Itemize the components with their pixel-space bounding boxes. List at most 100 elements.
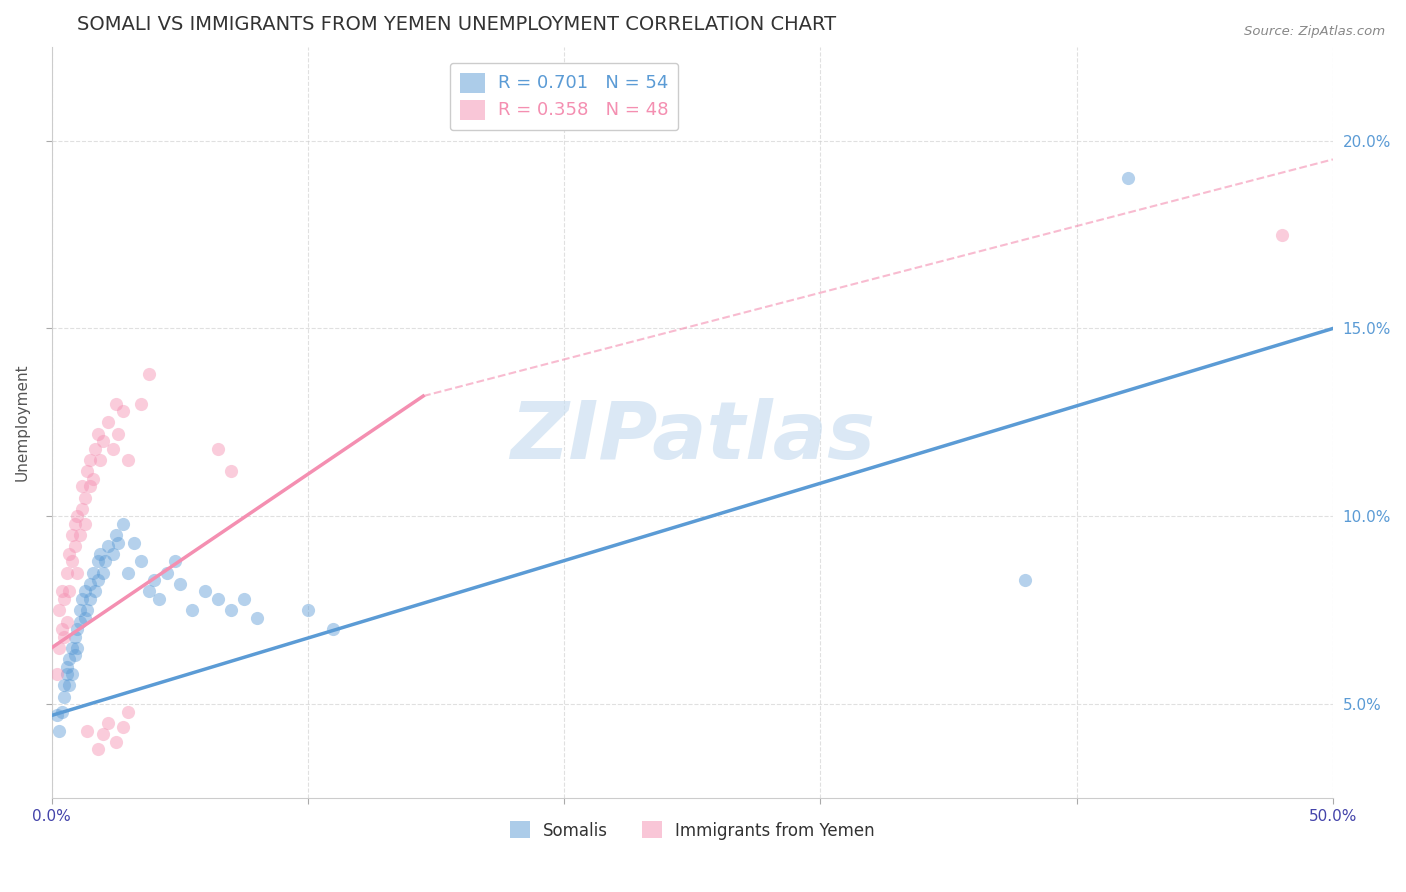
- Point: [53, 690, 76, 704]
- Point: [53, 592, 76, 607]
- Point: [101, 442, 124, 456]
- Point: [58, 652, 80, 666]
- Point: [129, 396, 152, 410]
- Point: [322, 622, 344, 636]
- Point: [1014, 573, 1036, 587]
- Point: [89, 453, 111, 467]
- Point: [97, 716, 120, 731]
- Point: [56, 566, 79, 580]
- Point: [91, 566, 114, 580]
- Point: [56, 659, 79, 673]
- Point: [53, 678, 76, 692]
- Point: [73, 516, 96, 531]
- Point: [53, 630, 76, 644]
- Point: [45, 708, 67, 723]
- Text: ZIPatlas: ZIPatlas: [510, 399, 875, 476]
- Point: [86, 573, 108, 587]
- Point: [297, 603, 319, 617]
- Point: [86, 742, 108, 756]
- Point: [60, 528, 83, 542]
- Point: [129, 554, 152, 568]
- Point: [79, 577, 101, 591]
- Point: [117, 705, 139, 719]
- Point: [219, 464, 242, 478]
- Point: [60, 667, 83, 681]
- Point: [112, 720, 135, 734]
- Point: [72, 501, 94, 516]
- Point: [207, 442, 229, 456]
- Point: [94, 554, 117, 568]
- Point: [112, 516, 135, 531]
- Point: [169, 577, 191, 591]
- Point: [58, 584, 80, 599]
- Point: [76, 723, 98, 738]
- Point: [1116, 171, 1139, 186]
- Point: [138, 367, 160, 381]
- Point: [72, 592, 94, 607]
- Point: [181, 603, 204, 617]
- Point: [48, 603, 70, 617]
- Point: [73, 611, 96, 625]
- Point: [72, 479, 94, 493]
- Text: Source: ZipAtlas.com: Source: ZipAtlas.com: [1244, 25, 1385, 38]
- Point: [76, 603, 98, 617]
- Point: [101, 547, 124, 561]
- Point: [91, 727, 114, 741]
- Point: [117, 566, 139, 580]
- Point: [79, 592, 101, 607]
- Text: SOMALI VS IMMIGRANTS FROM YEMEN UNEMPLOYMENT CORRELATION CHART: SOMALI VS IMMIGRANTS FROM YEMEN UNEMPLOY…: [77, 15, 837, 34]
- Point: [51, 622, 73, 636]
- Point: [122, 535, 145, 549]
- Point: [48, 640, 70, 655]
- Point: [107, 535, 129, 549]
- Point: [156, 566, 179, 580]
- Point: [76, 464, 98, 478]
- Point: [63, 516, 86, 531]
- Point: [112, 404, 135, 418]
- Point: [86, 554, 108, 568]
- Point: [97, 540, 120, 554]
- Point: [56, 615, 79, 629]
- Point: [60, 640, 83, 655]
- Legend: Somalis, Immigrants from Yemen: Somalis, Immigrants from Yemen: [503, 814, 882, 847]
- Point: [69, 528, 91, 542]
- Point: [69, 603, 91, 617]
- Point: [66, 566, 89, 580]
- Point: [163, 554, 186, 568]
- Point: [58, 678, 80, 692]
- Point: [84, 584, 107, 599]
- Point: [45, 667, 67, 681]
- Point: [148, 592, 170, 607]
- Point: [51, 705, 73, 719]
- Point: [107, 426, 129, 441]
- Point: [89, 547, 111, 561]
- Point: [232, 592, 254, 607]
- Point: [73, 491, 96, 505]
- Point: [245, 611, 267, 625]
- Point: [84, 442, 107, 456]
- Point: [104, 396, 127, 410]
- Point: [86, 426, 108, 441]
- Point: [194, 584, 217, 599]
- Point: [104, 528, 127, 542]
- Point: [63, 540, 86, 554]
- Point: [219, 603, 242, 617]
- Point: [97, 416, 120, 430]
- Point: [79, 479, 101, 493]
- Point: [138, 584, 160, 599]
- Point: [63, 630, 86, 644]
- Point: [69, 615, 91, 629]
- Point: [58, 547, 80, 561]
- Point: [48, 723, 70, 738]
- Point: [82, 566, 104, 580]
- Y-axis label: Unemployment: Unemployment: [15, 364, 30, 481]
- Point: [117, 453, 139, 467]
- Point: [56, 667, 79, 681]
- Point: [104, 735, 127, 749]
- Point: [66, 509, 89, 524]
- Point: [51, 584, 73, 599]
- Point: [66, 622, 89, 636]
- Point: [79, 453, 101, 467]
- Point: [91, 434, 114, 449]
- Point: [63, 648, 86, 663]
